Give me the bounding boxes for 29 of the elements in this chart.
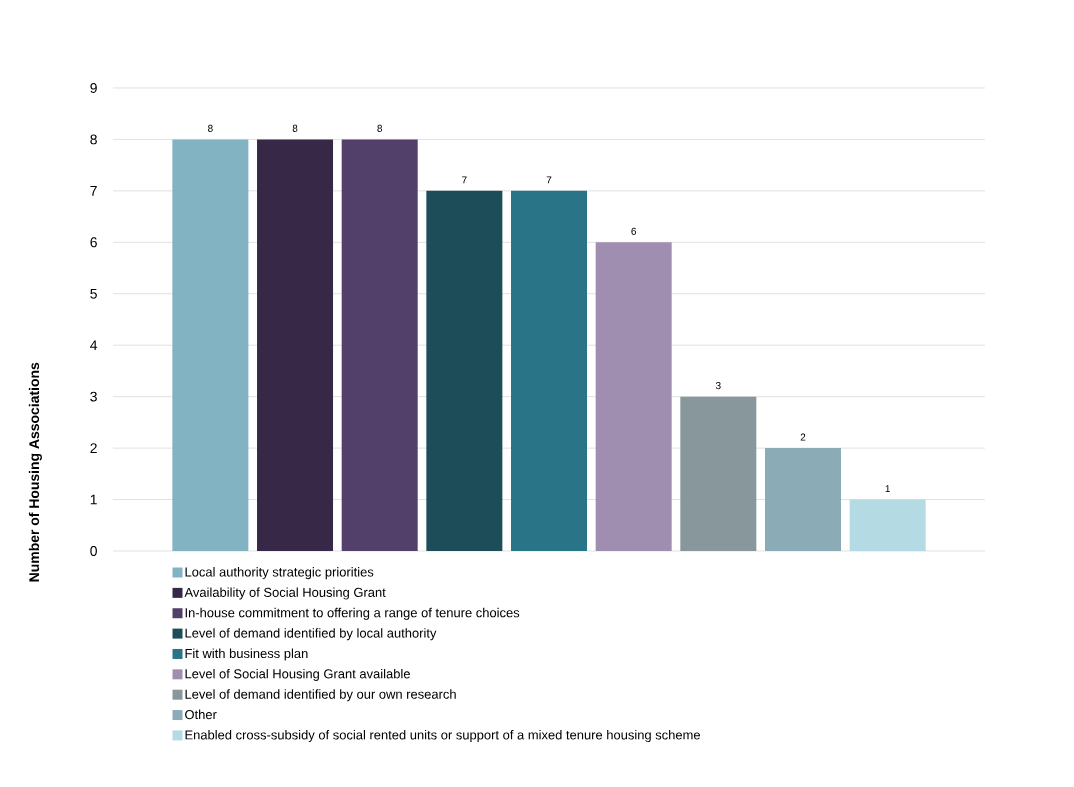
- y-axis-title: Number of Housing Associations: [28, 362, 42, 582]
- legend-label: Enabled cross-subsidy of social rented units or support of a mixed tenure housing scheme: [185, 729, 700, 743]
- data-label: 8: [208, 124, 213, 132]
- legend-label: Availability of Social Housing Grant: [184, 587, 386, 600]
- y-tick-label: 9: [90, 83, 97, 93]
- data-label: 8: [292, 124, 298, 132]
- y-tick-label: 1: [90, 494, 97, 505]
- data-label: 8: [377, 124, 383, 132]
- data-label: 6: [631, 227, 637, 235]
- y-tick-label: 7: [90, 186, 97, 196]
- legend-label: Other: [185, 709, 217, 720]
- legend-label: Local authority strategic priorities: [185, 567, 374, 580]
- legend-label: Fit with business plan: [185, 648, 308, 661]
- y-tick-label: 8: [90, 134, 97, 145]
- data-label: 7: [462, 176, 467, 184]
- y-tick-label: 3: [90, 391, 97, 402]
- y-tick-label: 0: [90, 546, 97, 556]
- data-label: 2: [800, 433, 806, 441]
- y-tick-label: 5: [90, 288, 97, 299]
- legend-label: Level of demand identified by local authority: [185, 628, 437, 641]
- y-tick-label: 2: [90, 443, 97, 453]
- legend-label: Level of Social Housing Grant available: [185, 668, 410, 681]
- y-tick-label: 4: [90, 340, 98, 350]
- data-label: 1: [885, 485, 890, 493]
- data-label: 3: [715, 382, 721, 390]
- y-tick-label: 6: [90, 237, 97, 248]
- data-label: 7: [546, 176, 552, 184]
- legend-label: In-house commitment to offering a range of tenure choices: [185, 607, 520, 620]
- legend-label: Level of demand identified by our own research: [185, 689, 456, 702]
